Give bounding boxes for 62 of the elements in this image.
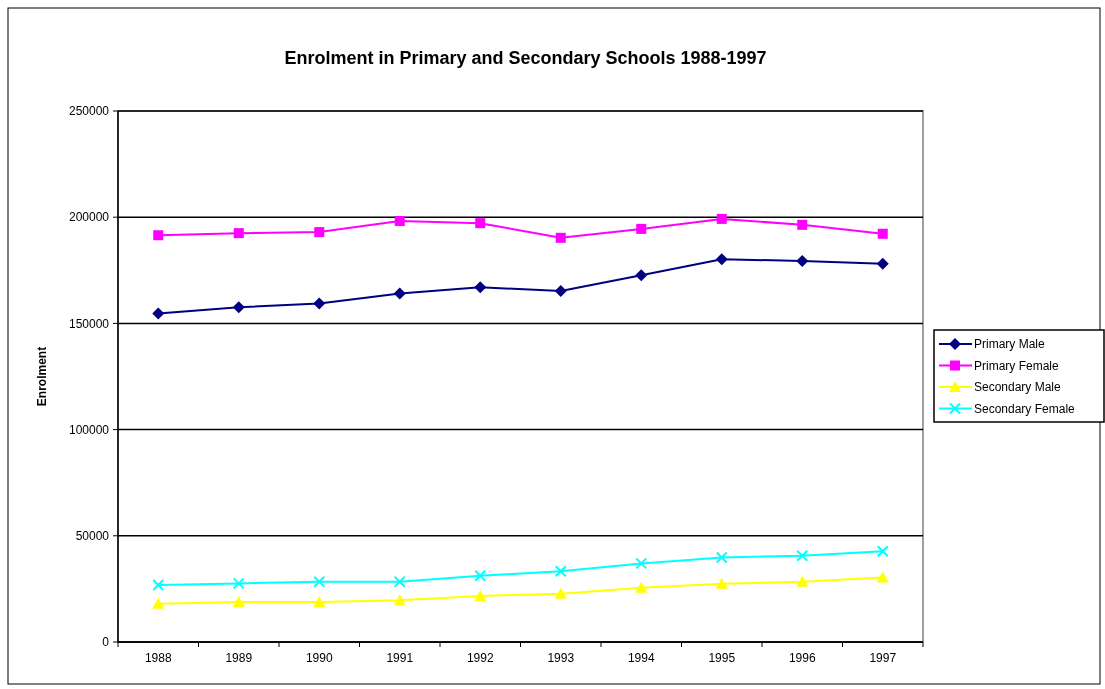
y-tick-label: 50000 — [75, 529, 110, 543]
x-tick-label: 1993 — [547, 651, 575, 665]
point — [796, 575, 809, 587]
point — [876, 571, 889, 583]
point — [232, 596, 245, 608]
point — [474, 589, 487, 601]
x-tick-label: 1997 — [869, 651, 897, 665]
legend-label: Primary Female — [974, 358, 1060, 373]
point — [715, 253, 728, 266]
point — [715, 551, 728, 564]
point — [555, 232, 566, 243]
legend-label: Primary Male — [974, 337, 1045, 352]
point — [152, 597, 165, 609]
point — [635, 269, 648, 282]
point — [313, 596, 326, 608]
point — [716, 213, 727, 224]
point — [715, 577, 728, 589]
point — [635, 581, 648, 593]
point — [475, 218, 486, 229]
point — [393, 594, 406, 606]
x-tick-label: 1994 — [627, 651, 655, 665]
x-tick-label: 1992 — [466, 651, 494, 665]
point — [314, 227, 325, 238]
x-tick-label: 1991 — [386, 651, 414, 665]
point — [393, 287, 406, 300]
legend-label: Secondary Male — [974, 380, 1062, 395]
point — [796, 549, 809, 562]
point — [394, 216, 405, 227]
x-tick-label: 1996 — [788, 651, 816, 665]
point — [474, 569, 487, 582]
chart-title: Enrolment in Primary and Secondary Schools 1988-1997 — [284, 48, 767, 68]
point — [554, 565, 567, 578]
point — [635, 557, 648, 570]
legend-label: Secondary Female — [974, 401, 1076, 416]
point — [153, 230, 164, 241]
point — [152, 307, 165, 320]
x-tick-label: 1995 — [708, 651, 736, 665]
point — [232, 301, 245, 314]
y-tick-label: 0 — [102, 635, 110, 650]
point — [877, 228, 888, 239]
point — [554, 284, 567, 297]
y-tick-label: 200000 — [68, 210, 110, 225]
point — [554, 587, 567, 599]
x-tick-label: 1989 — [225, 651, 253, 665]
point — [876, 257, 889, 270]
point — [313, 575, 326, 588]
point — [796, 254, 809, 267]
point — [233, 228, 244, 239]
point — [232, 577, 245, 590]
point — [797, 219, 808, 230]
y-tick-label: 100000 — [68, 422, 110, 437]
point — [152, 579, 165, 592]
point — [474, 281, 487, 294]
y-tick-label: 250000 — [68, 104, 110, 119]
point — [636, 223, 647, 234]
y-axis-title: Enrolment — [35, 346, 49, 407]
point — [876, 545, 889, 558]
point — [313, 297, 326, 310]
x-tick-label: 1990 — [305, 651, 333, 665]
y-tick-label: 150000 — [68, 316, 110, 331]
x-tick-label: 1988 — [144, 651, 172, 665]
point — [393, 575, 406, 588]
